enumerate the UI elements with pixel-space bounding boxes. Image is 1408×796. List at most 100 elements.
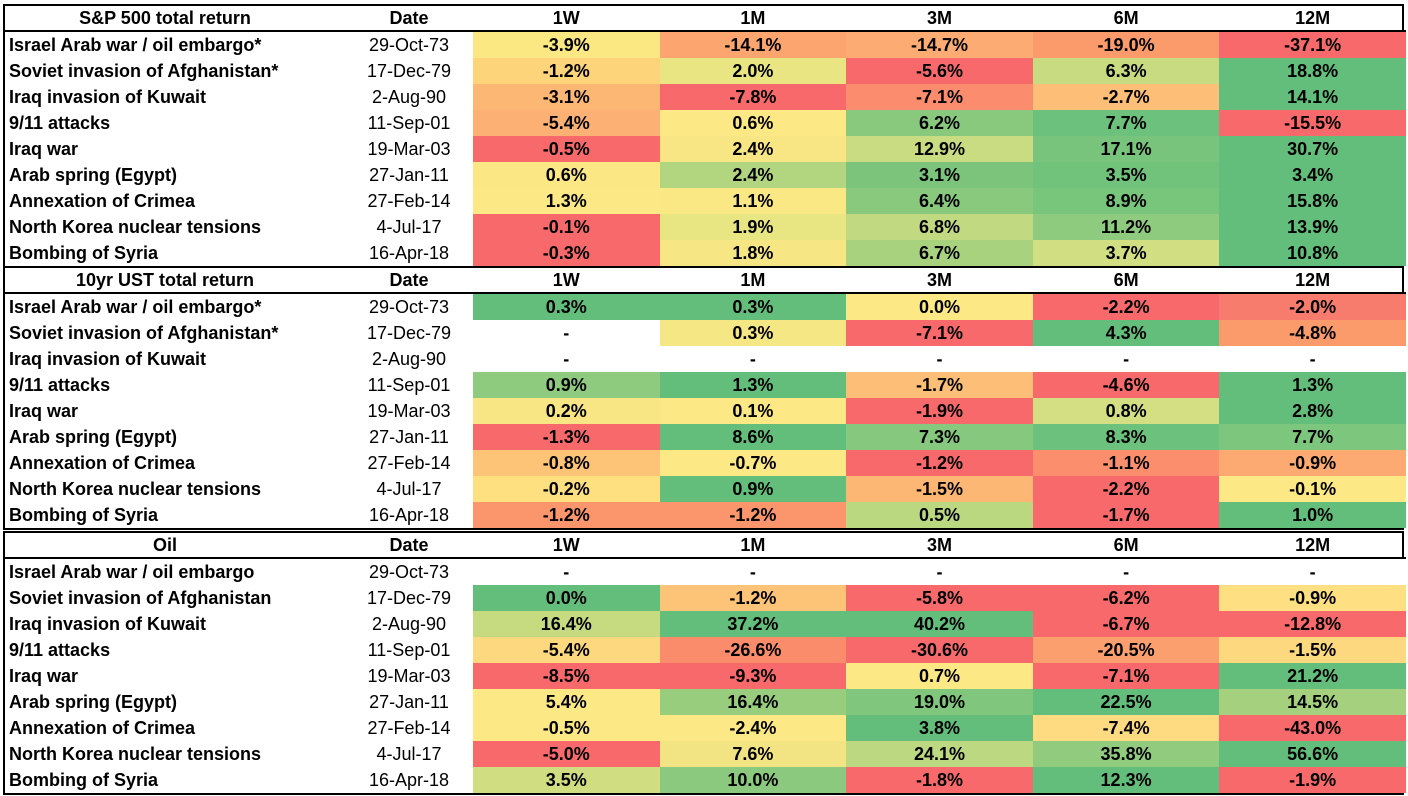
table-row: Bombing of Syria 16-Apr-18 -1.2% -1.2% 0.5% -… [5,502,1406,528]
return-cell: 35.8% [1032,741,1220,767]
return-cell: - [846,558,1033,585]
return-cell: 0.8% [1032,398,1220,424]
table-row: Israel Arab war / oil embargo* 29-Oct-73 0… [5,293,1406,320]
return-cell: 56.6% [1219,741,1406,767]
column-header: 3M [926,270,952,290]
event-date: 19-Mar-03 [367,139,451,159]
return-cell: -30.6% [846,637,1033,663]
table-row: Iraq war 19-Mar-03 -8.5% -9.3% 0.7% -7.1% 21.2… [5,663,1406,689]
event-label: 9/11 attacks [9,375,111,395]
return-cell: 3.7% [1032,240,1220,266]
return-cell: -2.4% [659,715,847,741]
event-label: Iraq war [9,139,79,159]
return-cell: -12.8% [1219,611,1406,637]
return-cell: 0.1% [659,398,847,424]
return-cell: 6.3% [1032,58,1220,84]
return-cell: 8.3% [1032,424,1220,450]
return-cell: 4.3% [1032,320,1220,346]
return-cell: - [473,320,660,346]
column-header: 1W [552,535,580,555]
return-cell: 14.5% [1219,689,1406,715]
return-cell: 0.6% [659,110,847,136]
return-cell: 2.0% [659,58,847,84]
return-cell: 24.1% [846,741,1033,767]
table-row: Annexation of Crimea 27-Feb-14 -0.5% -2.4% 3… [5,715,1406,741]
table-row: Iraq war 19-Mar-03 -0.5% 2.4% 12.9% 17.1% 30.7… [5,136,1406,162]
return-cell: -1.9% [846,398,1033,424]
table-title: 10yr UST total return [75,270,255,290]
return-cell: 18.8% [1219,58,1406,84]
event-label: Iraq invasion of Kuwait [9,87,207,107]
table-row: Arab spring (Egypt) 27-Jan-11 -1.3% 8.6% 7.3… [5,424,1406,450]
column-header: 1W [552,8,580,28]
return-cell: 3.5% [473,767,660,793]
event-date: 2-Aug-90 [371,87,447,107]
return-cell: 0.3% [659,320,847,346]
return-cell: 19.0% [846,689,1033,715]
column-header: 6M [1113,270,1139,290]
return-cell: 6.7% [846,240,1033,266]
return-cell: -5.4% [473,637,660,663]
event-date: 27-Feb-14 [367,453,451,473]
return-cell: -2.0% [1219,293,1406,320]
table-row: Soviet invasion of Afghanistan* 17-Dec-79… [5,58,1406,84]
return-cell: -6.7% [1032,611,1220,637]
return-cell: 6.8% [846,214,1033,240]
table-row: 9/11 attacks 11-Sep-01 0.9% 1.3% -1.7% -4.6% 1… [5,372,1406,398]
return-cell: 3.5% [1032,162,1220,188]
oil-table: Oil Date 1W 1M 3M 6M 12M Israel Arab war / oil … [5,533,1406,793]
return-cell: - [659,346,847,372]
return-cell: 3.4% [1219,162,1406,188]
event-date: 17-Dec-79 [366,588,452,608]
event-label: Iraq war [9,666,79,686]
event-label: Soviet invasion of Afghanistan* [9,61,279,81]
return-cell: -2.2% [1032,293,1220,320]
return-cell: 40.2% [846,611,1033,637]
return-cell: -0.3% [473,240,660,266]
event-date: 27-Feb-14 [367,718,451,738]
return-cell: -0.1% [473,214,660,240]
return-cell: 0.6% [473,162,660,188]
table-row: Iraq invasion of Kuwait 2-Aug-90 16.4% 37.2… [5,611,1406,637]
event-label: North Korea nuclear tensions [9,217,262,237]
return-cell: -37.1% [1219,31,1406,58]
return-cell: 13.9% [1219,214,1406,240]
return-cell: -2.2% [1032,476,1220,502]
return-cell: -19.0% [1032,31,1220,58]
return-cell: -1.5% [846,476,1033,502]
event-date: 16-Apr-18 [368,243,450,263]
event-label: Israel Arab war / oil embargo* [9,297,262,317]
event-label: Iraq invasion of Kuwait [9,614,207,634]
return-cell: 22.5% [1032,689,1220,715]
return-cell: - [659,558,847,585]
event-label: Bombing of Syria [9,505,159,525]
column-header: 12M [1295,270,1331,290]
return-cell: 0.0% [846,293,1033,320]
table-row: Soviet invasion of Afghanistan* 17-Dec-79… [5,320,1406,346]
event-date: 4-Jul-17 [376,217,442,237]
return-cell: 6.2% [846,110,1033,136]
ust-panel: 10yr UST total return Date 1W 1M 3M 6M 12M Isra… [3,266,1406,530]
return-cell: -0.8% [473,450,660,476]
event-date: 29-Oct-73 [368,297,450,317]
column-header: 12M [1295,535,1331,555]
return-cell: 1.3% [659,372,847,398]
return-cell: 14.1% [1219,84,1406,110]
return-cell: 1.8% [659,240,847,266]
event-label: Bombing of Syria [9,243,159,263]
column-header: Date [389,8,429,28]
return-cell: 0.5% [846,502,1033,528]
event-label: Israel Arab war / oil embargo [9,562,255,582]
return-cell: 17.1% [1032,136,1220,162]
return-cell: -1.8% [846,767,1033,793]
return-cell: 0.2% [473,398,660,424]
return-cell: 1.1% [659,188,847,214]
return-cell: -1.2% [473,502,660,528]
column-header: 6M [1113,535,1139,555]
ust-table: 10yr UST total return Date 1W 1M 3M 6M 12M Isra… [5,268,1406,528]
table-title: S&P 500 total return [79,8,251,28]
return-cell: -1.1% [1032,450,1220,476]
return-cell: 8.6% [659,424,847,450]
column-header: 6M [1113,8,1139,28]
return-cell: 1.0% [1219,502,1406,528]
